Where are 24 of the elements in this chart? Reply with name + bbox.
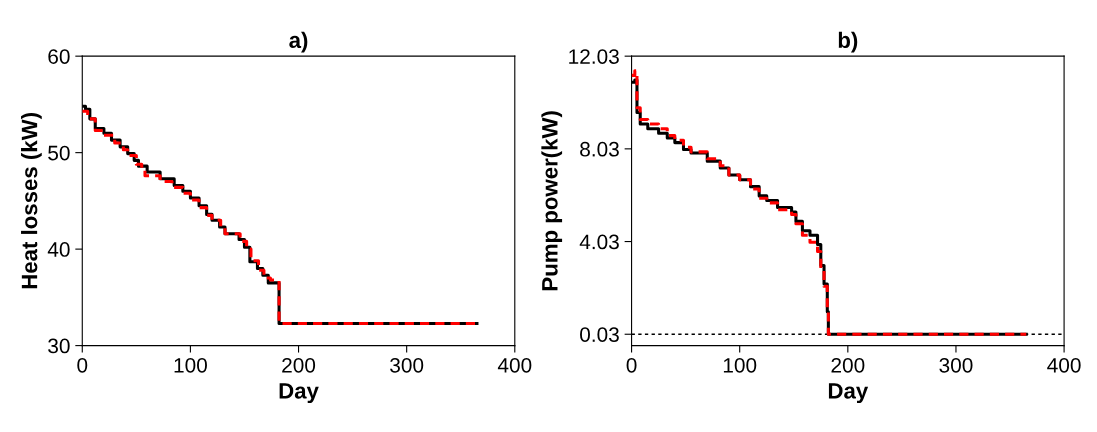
x-tick-label: 0 bbox=[77, 357, 88, 373]
x-tick-label: 400 bbox=[497, 357, 532, 373]
y-tick-label: 4.03 bbox=[579, 234, 619, 250]
y-tick-label: 50 bbox=[48, 145, 70, 161]
y-tick-label: 0.03 bbox=[580, 327, 619, 342]
chart-title: a) bbox=[289, 31, 308, 53]
x-tick-label: 300 bbox=[390, 357, 424, 373]
y-tick-label: 40 bbox=[47, 242, 70, 257]
x-tick-label: 300 bbox=[939, 357, 973, 373]
x-tick-label: 400 bbox=[1047, 357, 1081, 373]
x-tick-label: 100 bbox=[723, 357, 757, 373]
x-axis-title: Day bbox=[828, 383, 869, 404]
y-axis-title: Pump power(kW) bbox=[541, 111, 563, 291]
x-tick-label: 200 bbox=[282, 357, 316, 373]
x-tick-label: 100 bbox=[174, 357, 207, 373]
y-axis-title: Heat losses (kW) bbox=[21, 113, 42, 289]
x-tick-label: 0 bbox=[626, 357, 637, 373]
x-tick-label: 200 bbox=[831, 357, 865, 373]
x-axis-title: Day bbox=[279, 383, 319, 404]
y-tick-label: 60 bbox=[48, 49, 70, 64]
y-tick-label: 12.03 bbox=[569, 49, 619, 64]
y-tick-label: 30 bbox=[48, 338, 70, 354]
y-tick-label: 8.03 bbox=[580, 141, 619, 157]
chart-title: b) bbox=[838, 31, 858, 53]
